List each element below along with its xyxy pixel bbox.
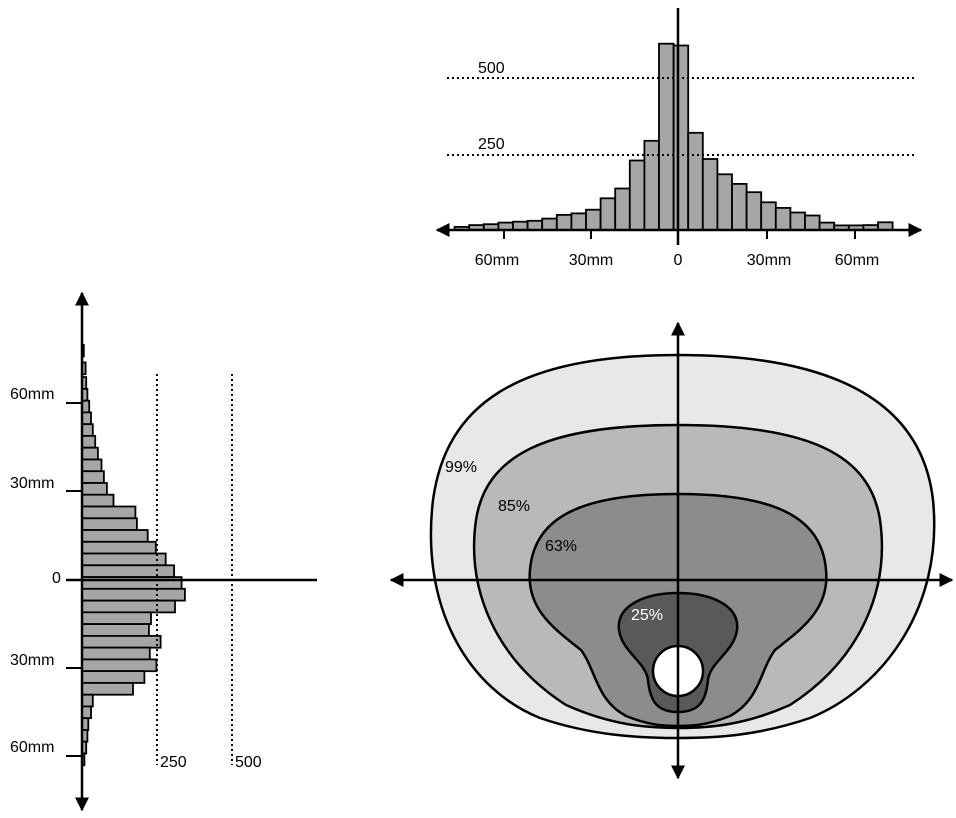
left-histogram-bar <box>82 554 166 566</box>
top-histogram-bar <box>659 44 674 230</box>
left-histogram-bar <box>82 589 185 601</box>
left-y-tick-label: 60mm <box>10 739 54 756</box>
left-histogram-bar <box>82 648 150 660</box>
top-histogram-bar <box>732 184 747 230</box>
left-y-tick-label: 30mm <box>10 475 54 492</box>
contour-label-63: 63% <box>545 538 577 555</box>
top-histogram-bar <box>557 215 572 230</box>
top-histogram-bar <box>644 141 659 230</box>
top-histogram-bar <box>703 159 718 230</box>
left-y-tick-label: 30mm <box>10 652 54 669</box>
contour-label-25: 25% <box>631 607 663 624</box>
left-histogram-bar <box>82 706 91 718</box>
top-histogram-bar <box>571 213 586 230</box>
top-histogram-bar <box>601 198 616 230</box>
top-histogram-bar <box>586 210 601 230</box>
left-histogram-bar <box>82 436 95 448</box>
left-histogram-bar <box>82 448 98 460</box>
contour-label-99: 99% <box>445 459 477 476</box>
left-histogram-bar <box>82 530 148 542</box>
top-histogram-bar <box>542 219 557 230</box>
left-y-tick-label: 0 <box>52 570 61 587</box>
left-histogram-bars <box>82 345 185 766</box>
left-ref-label-500: 500 <box>235 754 262 771</box>
top-x-tick-label: 30mm <box>747 252 791 269</box>
top-histogram-bar <box>674 46 689 231</box>
top-histogram-bars <box>455 44 893 230</box>
left-histogram-bar <box>82 671 144 683</box>
top-x-tick-label: 60mm <box>835 252 879 269</box>
left-histogram-bar <box>82 483 107 495</box>
top-x-tick-label: 0 <box>674 252 683 269</box>
top-histogram-bar <box>615 189 630 231</box>
top-histogram-bar <box>761 202 776 230</box>
top-histogram-bar <box>790 213 805 231</box>
left-histogram-bar <box>82 601 175 613</box>
left-histogram-bar <box>82 412 91 424</box>
left-histogram-bar <box>82 424 93 436</box>
left-histogram-bar <box>82 683 133 695</box>
left-y-tick-label: 60mm <box>10 386 54 403</box>
left-histogram-bar <box>82 565 174 577</box>
top-histogram-bar <box>805 216 820 231</box>
contour-plot: 99% 85% 63% 25% <box>391 323 952 778</box>
left-ref-label-250: 250 <box>160 754 187 771</box>
top-histogram-bar <box>688 133 703 230</box>
left-histogram-bar <box>82 507 135 519</box>
left-histogram-bar <box>82 495 114 507</box>
contour-label-85: 85% <box>498 498 530 515</box>
top-histogram-bar <box>630 161 645 231</box>
left-histogram-bar <box>82 460 102 472</box>
top-histogram-bar <box>776 208 791 230</box>
top-x-tick-label: 60mm <box>475 252 519 269</box>
left-histogram-bar <box>82 612 151 624</box>
left-histogram-bar <box>82 471 104 483</box>
left-histogram-bar <box>82 624 149 636</box>
top-histogram: 500 250 60mm 30mm 0 30mm 60mm <box>437 8 921 269</box>
left-histogram-bar <box>82 542 156 554</box>
top-ref-label-500: 500 <box>478 60 505 77</box>
top-x-ticks <box>504 230 855 239</box>
left-histogram-bar <box>82 695 93 707</box>
left-histogram-bar <box>82 659 156 671</box>
top-histogram-bar <box>747 192 762 230</box>
top-x-tick-label: 30mm <box>569 252 613 269</box>
top-histogram-bar <box>528 221 543 230</box>
top-ref-label-250: 250 <box>478 136 505 153</box>
top-histogram-bar <box>717 174 732 230</box>
left-histogram-bar <box>82 518 137 530</box>
left-histogram-bar <box>82 636 161 648</box>
left-histogram: 250 500 60mm 30mm 0 30mm 60mm <box>10 293 317 810</box>
